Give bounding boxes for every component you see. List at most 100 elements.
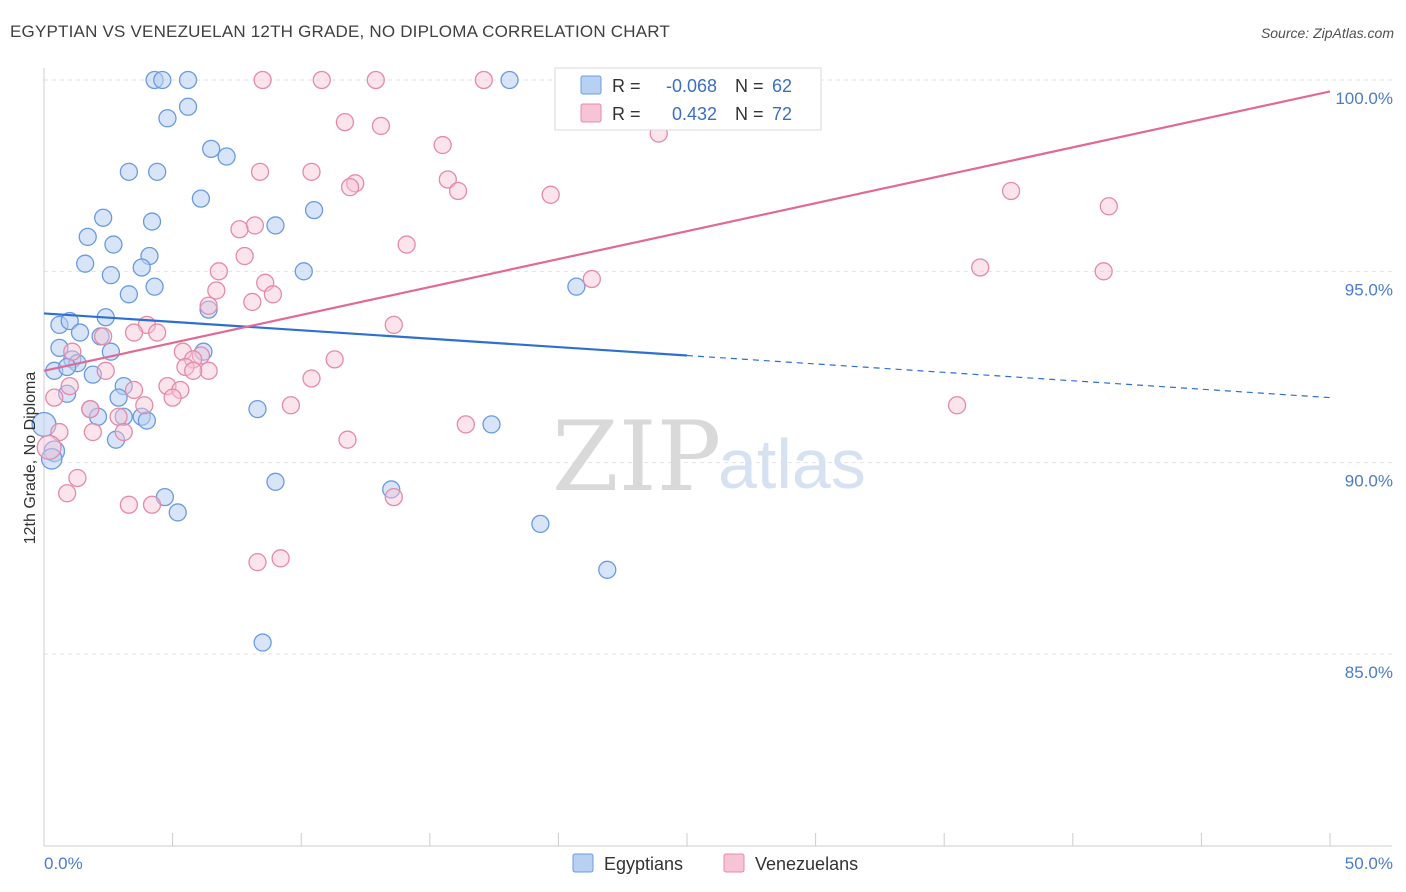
venezuelans-point-52 xyxy=(281,396,301,415)
egyptians-point-13 xyxy=(304,200,324,220)
venezuelans-point-36 xyxy=(63,342,82,361)
egyptians-point-9 xyxy=(148,162,167,181)
venezuelans-point-57 xyxy=(456,415,475,434)
venezuelans-point-1 xyxy=(312,70,331,90)
y-tick-label-85: 85.0% xyxy=(1345,663,1393,682)
egyptians-point-54 xyxy=(266,472,285,491)
venezuelans-point-13 xyxy=(340,177,360,197)
egyptians-point-50 xyxy=(106,430,126,449)
series-legend-swatch-egyptians xyxy=(572,853,594,873)
venezuelans-point-21 xyxy=(235,246,254,266)
egyptians-point-20 xyxy=(101,266,121,285)
venezuelans-point-51 xyxy=(45,388,64,407)
venezuelans-point-35 xyxy=(94,327,113,346)
legend-r-value-venezuelans: 0.432 xyxy=(672,104,717,124)
venezuelans-point-59 xyxy=(83,422,103,442)
venezuelans-point-5 xyxy=(335,112,355,132)
egyptians-point-47 xyxy=(248,399,267,419)
venezuelans-point-47 xyxy=(60,376,79,396)
egyptians-point-1 xyxy=(153,70,172,90)
egyptians-point-59 xyxy=(253,633,272,652)
venezuelans-point-9 xyxy=(250,162,270,181)
venezuelans-point-14 xyxy=(448,181,468,201)
venezuelans-point-34 xyxy=(124,323,144,342)
venezuelans-point-63 xyxy=(68,468,87,488)
venezuelans-point-42 xyxy=(199,361,218,380)
venezuelans-point-27 xyxy=(207,281,226,300)
egyptians-point-24 xyxy=(567,277,586,296)
watermark: ZIP atlas xyxy=(552,401,866,513)
venezuelans-point-68 xyxy=(271,549,290,568)
venezuelans-point-58 xyxy=(114,422,133,442)
venezuelans-point-0 xyxy=(253,70,272,90)
egyptians-point-22 xyxy=(145,277,164,296)
series-legend-label-egyptians: Egyptians xyxy=(604,854,683,874)
egyptians-point-18 xyxy=(76,254,95,273)
venezuelans-point-50 xyxy=(163,388,182,407)
scatter-points xyxy=(31,70,1118,652)
egyptians-point-15 xyxy=(78,227,97,247)
x-axis-ticks xyxy=(43,833,1331,846)
legend-n-label-egyptians: N = xyxy=(735,76,764,96)
venezuelans-point-28 xyxy=(263,285,283,304)
egyptians-point-23 xyxy=(119,285,139,304)
egyptians-point-2 xyxy=(178,70,198,90)
chart-title: EGYPTIAN VS VENEZUELAN 12TH GRADE, NO DI… xyxy=(10,22,670,41)
venezuelans-point-39 xyxy=(325,350,344,369)
watermark-atlas: atlas xyxy=(718,425,866,503)
stats-legend: R = -0.068 N = 62 R = 0.432 N = 72 xyxy=(554,67,822,131)
egyptians-point-28 xyxy=(60,311,79,331)
y-tick-label-100: 100.0% xyxy=(1335,89,1393,108)
egyptians-point-6 xyxy=(202,139,221,159)
egyptians-point-46 xyxy=(137,411,157,430)
venezuelans-point-16 xyxy=(1001,181,1021,201)
venezuelans-point-11 xyxy=(438,170,457,189)
venezuelans-point-6 xyxy=(371,116,391,136)
venezuelans-point-53 xyxy=(135,396,154,415)
legend-n-value-egyptians: 62 xyxy=(772,76,792,96)
egyptians-point-58 xyxy=(598,560,617,579)
grid-lines xyxy=(44,79,1392,655)
venezuelans-point-55 xyxy=(81,399,100,419)
egyptians-trend-line xyxy=(43,312,688,357)
trend-lines xyxy=(43,90,1331,399)
legend-swatch-egyptians xyxy=(580,75,602,95)
venezuelans-point-24 xyxy=(1094,262,1113,281)
legend-r-value-egyptians: -0.068 xyxy=(666,76,717,96)
egyptians-point-48 xyxy=(482,415,501,434)
venezuelans-point-37 xyxy=(173,342,193,361)
venezuelans-point-43 xyxy=(184,361,203,380)
egyptians-point-21 xyxy=(294,262,313,281)
venezuelans-point-23 xyxy=(971,258,990,277)
egyptians-point-11 xyxy=(94,208,113,227)
venezuelans-point-29 xyxy=(243,292,262,312)
egyptians-point-56 xyxy=(168,503,187,522)
venezuelans-point-48 xyxy=(124,380,144,400)
egyptians-point-29 xyxy=(70,323,90,342)
y-axis-title: 12th Grade, No Diploma xyxy=(22,372,39,545)
legend-swatch-venezuelans xyxy=(580,103,602,123)
egyptians-point-14 xyxy=(266,216,285,235)
legend-r-label-venezuelans: R = xyxy=(612,104,641,124)
venezuelans-point-32 xyxy=(384,315,403,335)
venezuelans-point-26 xyxy=(582,269,601,289)
venezuelans-point-33 xyxy=(148,323,167,342)
egyptians-point-7 xyxy=(217,147,236,166)
venezuelans-point-65 xyxy=(384,487,403,507)
venezuelans-point-44 xyxy=(96,361,115,380)
egyptians-point-57 xyxy=(531,514,550,534)
venezuelans-point-64 xyxy=(57,484,77,503)
venezuelans-point-69 xyxy=(248,553,267,572)
venezuelans-point-54 xyxy=(947,396,967,415)
watermark-zip: ZIP xyxy=(552,401,721,513)
venezuelans-point-49 xyxy=(171,380,190,400)
venezuelans-point-22 xyxy=(209,262,229,281)
venezuelans-point-3 xyxy=(474,70,493,90)
egyptians-point-12 xyxy=(142,212,162,231)
venezuelans-point-66 xyxy=(119,495,139,514)
egyptians-point-41 xyxy=(109,388,128,407)
x-tick-label-min: 0.0% xyxy=(44,854,83,873)
venezuelans-point-62 xyxy=(36,434,62,460)
venezuelans-point-45 xyxy=(302,369,321,388)
